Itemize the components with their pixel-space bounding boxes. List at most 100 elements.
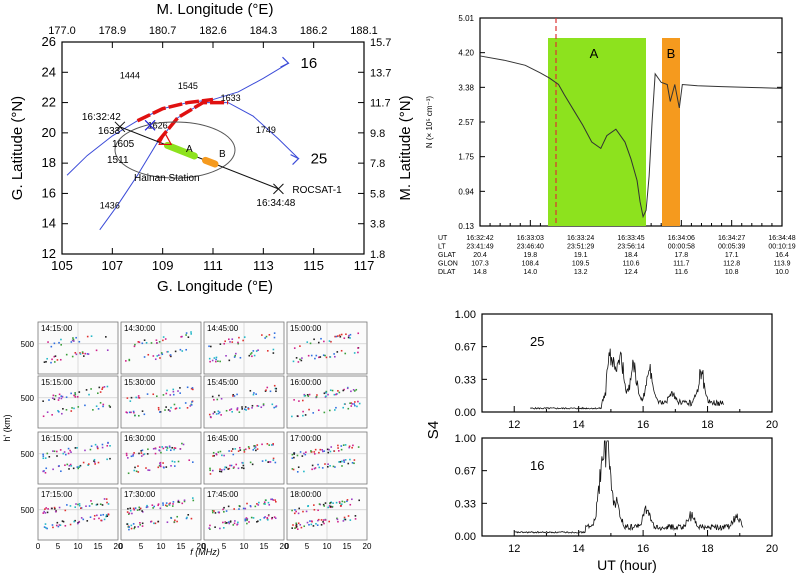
ionogram-echo-point — [132, 507, 135, 510]
ionogram-echo-point — [166, 449, 168, 451]
map-x2-tick-label: 186.2 — [300, 25, 328, 37]
ionogram-echo-point — [335, 335, 338, 338]
ionogram-echo-point — [51, 524, 54, 526]
ionogram-echo-point — [69, 449, 71, 452]
density-table-cell: 12.4 — [624, 269, 638, 276]
ionogram-echo-point — [79, 464, 82, 467]
ionogram-echo-point — [297, 466, 300, 469]
ionogram-echo-point — [76, 522, 79, 525]
ionogram-echo-point — [318, 451, 320, 454]
ionogram-echo-point — [101, 388, 103, 390]
ionogram-echo-point — [217, 412, 220, 415]
ionogram-echo-point — [54, 510, 57, 513]
ionogram-echo-point — [302, 410, 304, 413]
ionogram-echo-point — [266, 517, 269, 519]
map-x-tick-label: 115 — [303, 258, 324, 273]
ionogram-echo-point — [101, 443, 104, 446]
ionogram-echo-point — [76, 466, 79, 468]
density-table-row-label: DLAT — [438, 269, 456, 276]
ionogram-echo-point — [72, 338, 75, 341]
ionogram-panel-time: 16:45:00 — [207, 434, 239, 443]
ionogram-echo-point — [72, 337, 74, 339]
ionogram-echo-point — [346, 387, 349, 390]
ionogram-echo-point — [176, 515, 179, 518]
ionogram-echo-point — [237, 467, 240, 470]
ionogram-echo-point — [256, 448, 259, 450]
ionogram-echo-point — [303, 525, 306, 528]
ionogram-echo-point — [246, 522, 248, 525]
ionogram-echo-point — [268, 334, 271, 336]
ionogram-echo-point — [166, 505, 168, 507]
density-table-cell: 16:33:24 — [567, 235, 594, 242]
ionogram-echo-point — [56, 450, 58, 453]
ionogram-echo-point — [323, 450, 326, 452]
ionogram-x-tick-label: 20 — [114, 542, 123, 551]
ionogram-echo-point — [158, 446, 161, 448]
ionogram-echo-point — [52, 394, 55, 397]
ionogram-echo-point — [183, 499, 186, 502]
ionogram-echo-point — [146, 393, 149, 395]
ionogram-echo-point — [259, 518, 262, 521]
ionogram-echo-point — [209, 345, 212, 348]
ionogram-echo-point — [53, 361, 56, 363]
ionogram-echo-point — [100, 514, 102, 516]
ionogram-echo-point — [301, 455, 304, 457]
ionogram-echo-point — [190, 517, 193, 520]
ionogram-echo-point — [320, 337, 322, 340]
ionogram-echo-point — [93, 460, 95, 462]
ionogram-echo-point — [339, 502, 341, 504]
ionogram-echo-point — [134, 526, 136, 528]
ionogram-echo-point — [230, 450, 233, 452]
ionogram-echo-point — [294, 527, 296, 529]
ionogram-echo-point — [209, 524, 211, 527]
ionogram-echo-point — [150, 342, 153, 344]
ionogram-echo-point — [106, 444, 109, 447]
map-x2-tick-label: 177.0 — [48, 25, 76, 37]
ionogram-echo-point — [302, 414, 304, 417]
ionogram-echo-point — [334, 466, 336, 468]
map-y2-tick-label: 11.7 — [370, 98, 391, 110]
ionogram-echo-point — [306, 341, 309, 343]
ionogram-panel-time: 18:00:00 — [290, 490, 322, 499]
ionogram-echo-point — [245, 517, 248, 519]
ionogram-echo-point — [130, 455, 133, 458]
ionogram-echo-point — [174, 350, 177, 353]
ionogram-echo-point — [103, 386, 106, 388]
ionogram-echo-point — [176, 520, 178, 523]
ionogram-echo-point — [162, 462, 164, 464]
ionogram-echo-point — [156, 355, 159, 357]
ionogram-echo-point — [55, 524, 58, 527]
ionogram-echo-point — [291, 457, 294, 460]
ionogram-echo-point — [313, 338, 315, 341]
ionogram-echo-point — [308, 408, 310, 411]
ionogram-echo-point — [72, 467, 75, 470]
ionogram-echo-point — [302, 399, 304, 402]
ionogram-echo-point — [327, 465, 329, 468]
ionogram-echo-point — [335, 501, 338, 504]
ionogram-echo-point — [178, 407, 181, 409]
ionogram-echo-point — [227, 468, 229, 470]
ionogram-echo-point — [298, 507, 301, 510]
map-top-axis-title: M. Longitude (°E) — [157, 1, 274, 18]
ionogram-echo-point — [153, 522, 155, 525]
ionogram-echo-point — [99, 391, 102, 393]
conjunction-marker — [144, 119, 156, 131]
ionogram-echo-point — [209, 360, 211, 363]
map-ticks: 105 177.0 107 178.9 109 180.7 111 182.6 113 184.3… — [42, 25, 392, 273]
ionogram-echo-point — [77, 503, 79, 506]
ionogram-echo-point — [249, 461, 252, 464]
ionogram-echo-point — [245, 409, 247, 411]
ionogram-echo-point — [347, 407, 350, 410]
ionogram-echo-point — [179, 387, 181, 389]
ionogram-echo-point — [51, 507, 53, 510]
ionogram-echo-point — [291, 453, 294, 456]
ionogram-echo-point — [42, 512, 45, 514]
ionogram-echo-point — [224, 466, 227, 468]
ionogram-echo-point — [344, 444, 347, 446]
ionogram-echo-point — [230, 464, 233, 467]
ionogram-echo-point — [330, 340, 332, 343]
ionogram-echo-point — [343, 501, 346, 503]
ionogram-echo-point — [333, 353, 335, 355]
ionogram-echo-point — [133, 508, 136, 511]
ionogram-echo-point — [215, 358, 217, 361]
